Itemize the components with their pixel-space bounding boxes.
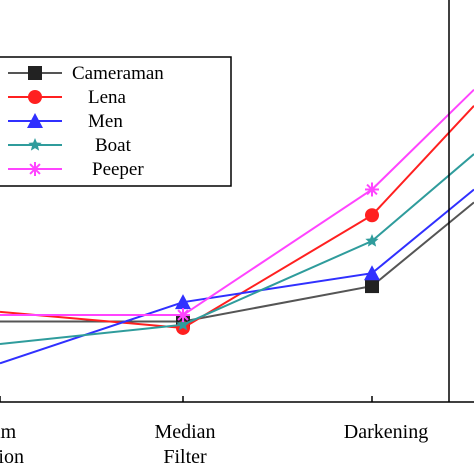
series-point-cameraman-2 xyxy=(365,279,379,294)
legend-label-peeper: Peeper xyxy=(92,159,144,180)
series-line-lena xyxy=(0,105,474,329)
series-line-cameraman xyxy=(0,201,474,323)
x-tick-label-2-0: Darkening xyxy=(344,421,428,443)
legend: Cameraman Lena Men Boat Peeper xyxy=(0,56,232,187)
legend-marker-lena xyxy=(28,90,42,104)
legend-marker-boat xyxy=(28,138,42,151)
x-tick-label-1-1: Filter xyxy=(163,446,207,468)
legend-marker-men xyxy=(27,113,43,128)
series-point-men-2 xyxy=(364,265,380,281)
tick-labels: am ation Median Filter Darkening xyxy=(0,421,428,468)
series-line-men xyxy=(0,188,474,365)
legend-label-cameraman: Cameraman xyxy=(72,63,164,84)
series-point-boat-1 xyxy=(176,317,190,331)
legend-marker-cameraman xyxy=(28,66,42,80)
series-line-boat xyxy=(0,153,474,346)
x-tick-label-0-0: am xyxy=(0,421,17,443)
x-tick-label-0-1: ation xyxy=(0,446,24,468)
x-tick-label-1-0: Median xyxy=(154,421,215,443)
series-point-boat-2 xyxy=(365,234,379,247)
series-point-men-1 xyxy=(175,294,191,310)
legend-label-lena: Lena xyxy=(88,87,127,108)
series-layer xyxy=(0,88,474,365)
series-point-lena-2 xyxy=(365,208,379,223)
axes-layer xyxy=(0,0,474,403)
series-point-peeper-2 xyxy=(365,182,379,197)
series-point-peeper-1 xyxy=(176,308,190,323)
legend-label-boat: Boat xyxy=(95,135,132,156)
legend-label-men: Men xyxy=(88,111,123,132)
series-line-peeper xyxy=(0,88,474,317)
legend-marker-peeper xyxy=(28,162,42,176)
